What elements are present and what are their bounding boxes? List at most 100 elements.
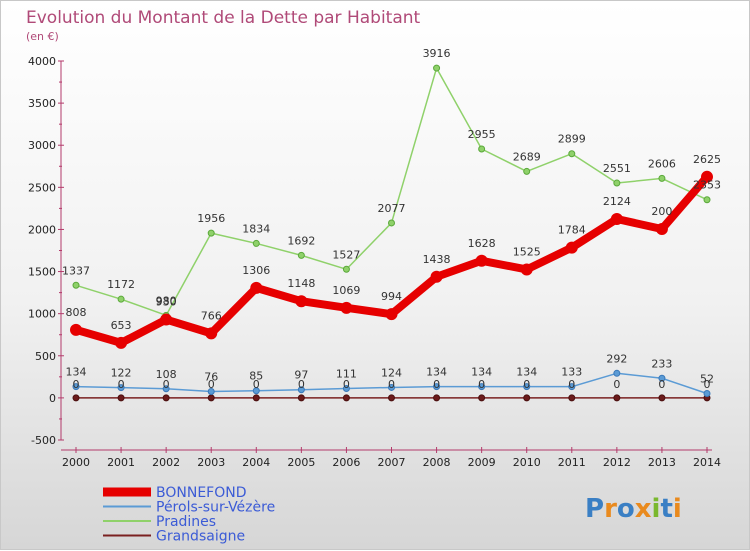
data-label-grandsaigne: 0 xyxy=(208,378,215,391)
data-label-grandsaigne: 0 xyxy=(118,378,125,391)
data-point-pradines xyxy=(207,229,215,237)
data-point-grandsaigne xyxy=(388,394,395,402)
data-point-bonnefond xyxy=(655,223,668,236)
data-label-bonnefond: 1306 xyxy=(242,264,270,277)
logo-letter: i xyxy=(652,494,661,524)
data-point-bonnefond xyxy=(115,336,128,349)
data-label-pradines: 1172 xyxy=(107,278,135,291)
data-label-perols-sur-vezere: 122 xyxy=(111,367,132,380)
y-tick-label: 0 xyxy=(49,392,56,405)
legend-label-bonnefond: BONNEFOND xyxy=(156,485,247,501)
data-point-bonnefond xyxy=(475,254,488,267)
data-label-pradines: 2551 xyxy=(603,162,631,175)
data-point-pradines xyxy=(342,265,350,273)
logo-letter: x xyxy=(635,494,652,524)
data-label-perols-sur-vezere: 52 xyxy=(700,373,714,386)
data-point-grandsaigne xyxy=(523,394,531,402)
x-tick-label: 2008 xyxy=(423,456,451,469)
data-label-bonnefond: 808 xyxy=(66,306,87,319)
logo-letter: o xyxy=(617,494,635,524)
data-point-pradines xyxy=(613,179,621,187)
data-label-pradines: 1692 xyxy=(287,234,315,247)
data-label-perols-sur-vezere: 292 xyxy=(606,352,627,365)
data-label-pradines: 2353 xyxy=(693,179,721,192)
legend: BONNEFONDPérols-sur-VézèrePradinesGrands… xyxy=(103,485,275,545)
data-point-perols-sur-vezere xyxy=(207,387,215,395)
data-label-pradines: 1956 xyxy=(197,212,225,225)
data-point-grandsaigne xyxy=(162,394,170,402)
data-point-perols-sur-vezere xyxy=(568,383,576,391)
data-point-perols-sur-vezere xyxy=(297,386,305,394)
data-point-perols-sur-vezere xyxy=(703,390,711,398)
data-point-pradines xyxy=(297,251,305,259)
x-tick-label: 2003 xyxy=(197,456,225,469)
legend-label-pradines: Pradines xyxy=(156,514,216,530)
data-label-pradines: 1834 xyxy=(242,222,270,235)
data-label-pradines: 1337 xyxy=(62,264,90,277)
data-label-bonnefond: 1148 xyxy=(287,277,315,290)
proxiti-logo: Proxiti xyxy=(585,494,682,524)
data-label-pradines: 1527 xyxy=(332,248,360,261)
chart-subtitle: (en €) xyxy=(26,30,59,43)
data-label-pradines: 2955 xyxy=(468,128,496,141)
data-label-grandsaigne: 0 xyxy=(343,378,350,391)
data-label-perols-sur-vezere: 134 xyxy=(471,366,492,379)
logo-letter: P xyxy=(585,494,604,524)
data-label-grandsaigne: 0 xyxy=(388,378,395,391)
x-tick-label: 2010 xyxy=(513,456,541,469)
data-label-bonnefond: 1784 xyxy=(558,224,586,237)
x-tick-label: 2013 xyxy=(648,456,676,469)
data-point-pradines xyxy=(388,219,395,227)
data-label-grandsaigne: 0 xyxy=(253,378,260,391)
axes: -500050010001500200025003000350040002000… xyxy=(28,55,721,469)
data-point-perols-sur-vezere xyxy=(388,383,395,391)
data-point-grandsaigne xyxy=(252,394,260,402)
data-point-bonnefond xyxy=(701,170,713,183)
data-point-perols-sur-vezere xyxy=(117,384,125,392)
data-point-bonnefond xyxy=(160,313,173,326)
data-label-pradines: 2899 xyxy=(558,133,586,146)
data-point-grandsaigne xyxy=(297,394,305,402)
data-point-grandsaigne xyxy=(613,394,621,402)
series-line-pradines xyxy=(75,67,708,317)
data-point-grandsaigne xyxy=(433,394,441,402)
data-label-grandsaigne: 0 xyxy=(523,378,530,391)
data-point-perols-sur-vezere xyxy=(252,387,260,395)
x-tick-label: 2005 xyxy=(287,456,315,469)
y-tick-label: 1500 xyxy=(28,266,56,279)
x-tick-label: 2014 xyxy=(693,456,721,469)
data-label-grandsaigne: 0 xyxy=(73,378,80,391)
x-tick-label: 2011 xyxy=(558,456,586,469)
data-label-bonnefond: 994 xyxy=(381,290,402,303)
data-point-bonnefond xyxy=(70,323,82,336)
data-label-perols-sur-vezere: 134 xyxy=(426,366,447,379)
y-tick-label: 4000 xyxy=(28,55,56,68)
data-point-pradines xyxy=(658,174,666,182)
data-point-bonnefond xyxy=(295,295,308,308)
data-label-grandsaigne: 0 xyxy=(568,378,575,391)
data-point-perols-sur-vezere xyxy=(523,383,531,391)
x-tick-label: 2007 xyxy=(378,456,406,469)
data-label-bonnefond: 1525 xyxy=(513,245,541,258)
data-point-bonnefond xyxy=(610,213,623,226)
x-tick-label: 2012 xyxy=(603,456,631,469)
data-label-grandsaigne: 0 xyxy=(704,378,711,391)
data-label-bonnefond: 200 xyxy=(651,205,672,218)
data-point-bonnefond xyxy=(565,241,578,254)
data-label-perols-sur-vezere: 76 xyxy=(204,370,218,383)
data-label-grandsaigne: 0 xyxy=(433,378,440,391)
data-label-grandsaigne: 0 xyxy=(478,378,485,391)
data-point-pradines xyxy=(433,64,441,72)
data-point-grandsaigne xyxy=(478,394,486,402)
data-label-bonnefond: 1069 xyxy=(332,284,360,297)
data-point-grandsaigne xyxy=(117,394,125,402)
data-point-bonnefond xyxy=(385,308,398,321)
logo-letter: r xyxy=(604,494,617,524)
data-label-bonnefond: 1438 xyxy=(423,253,451,266)
series-layer xyxy=(70,64,713,402)
y-tick-label: -500 xyxy=(31,434,56,447)
data-point-perols-sur-vezere xyxy=(478,383,486,391)
